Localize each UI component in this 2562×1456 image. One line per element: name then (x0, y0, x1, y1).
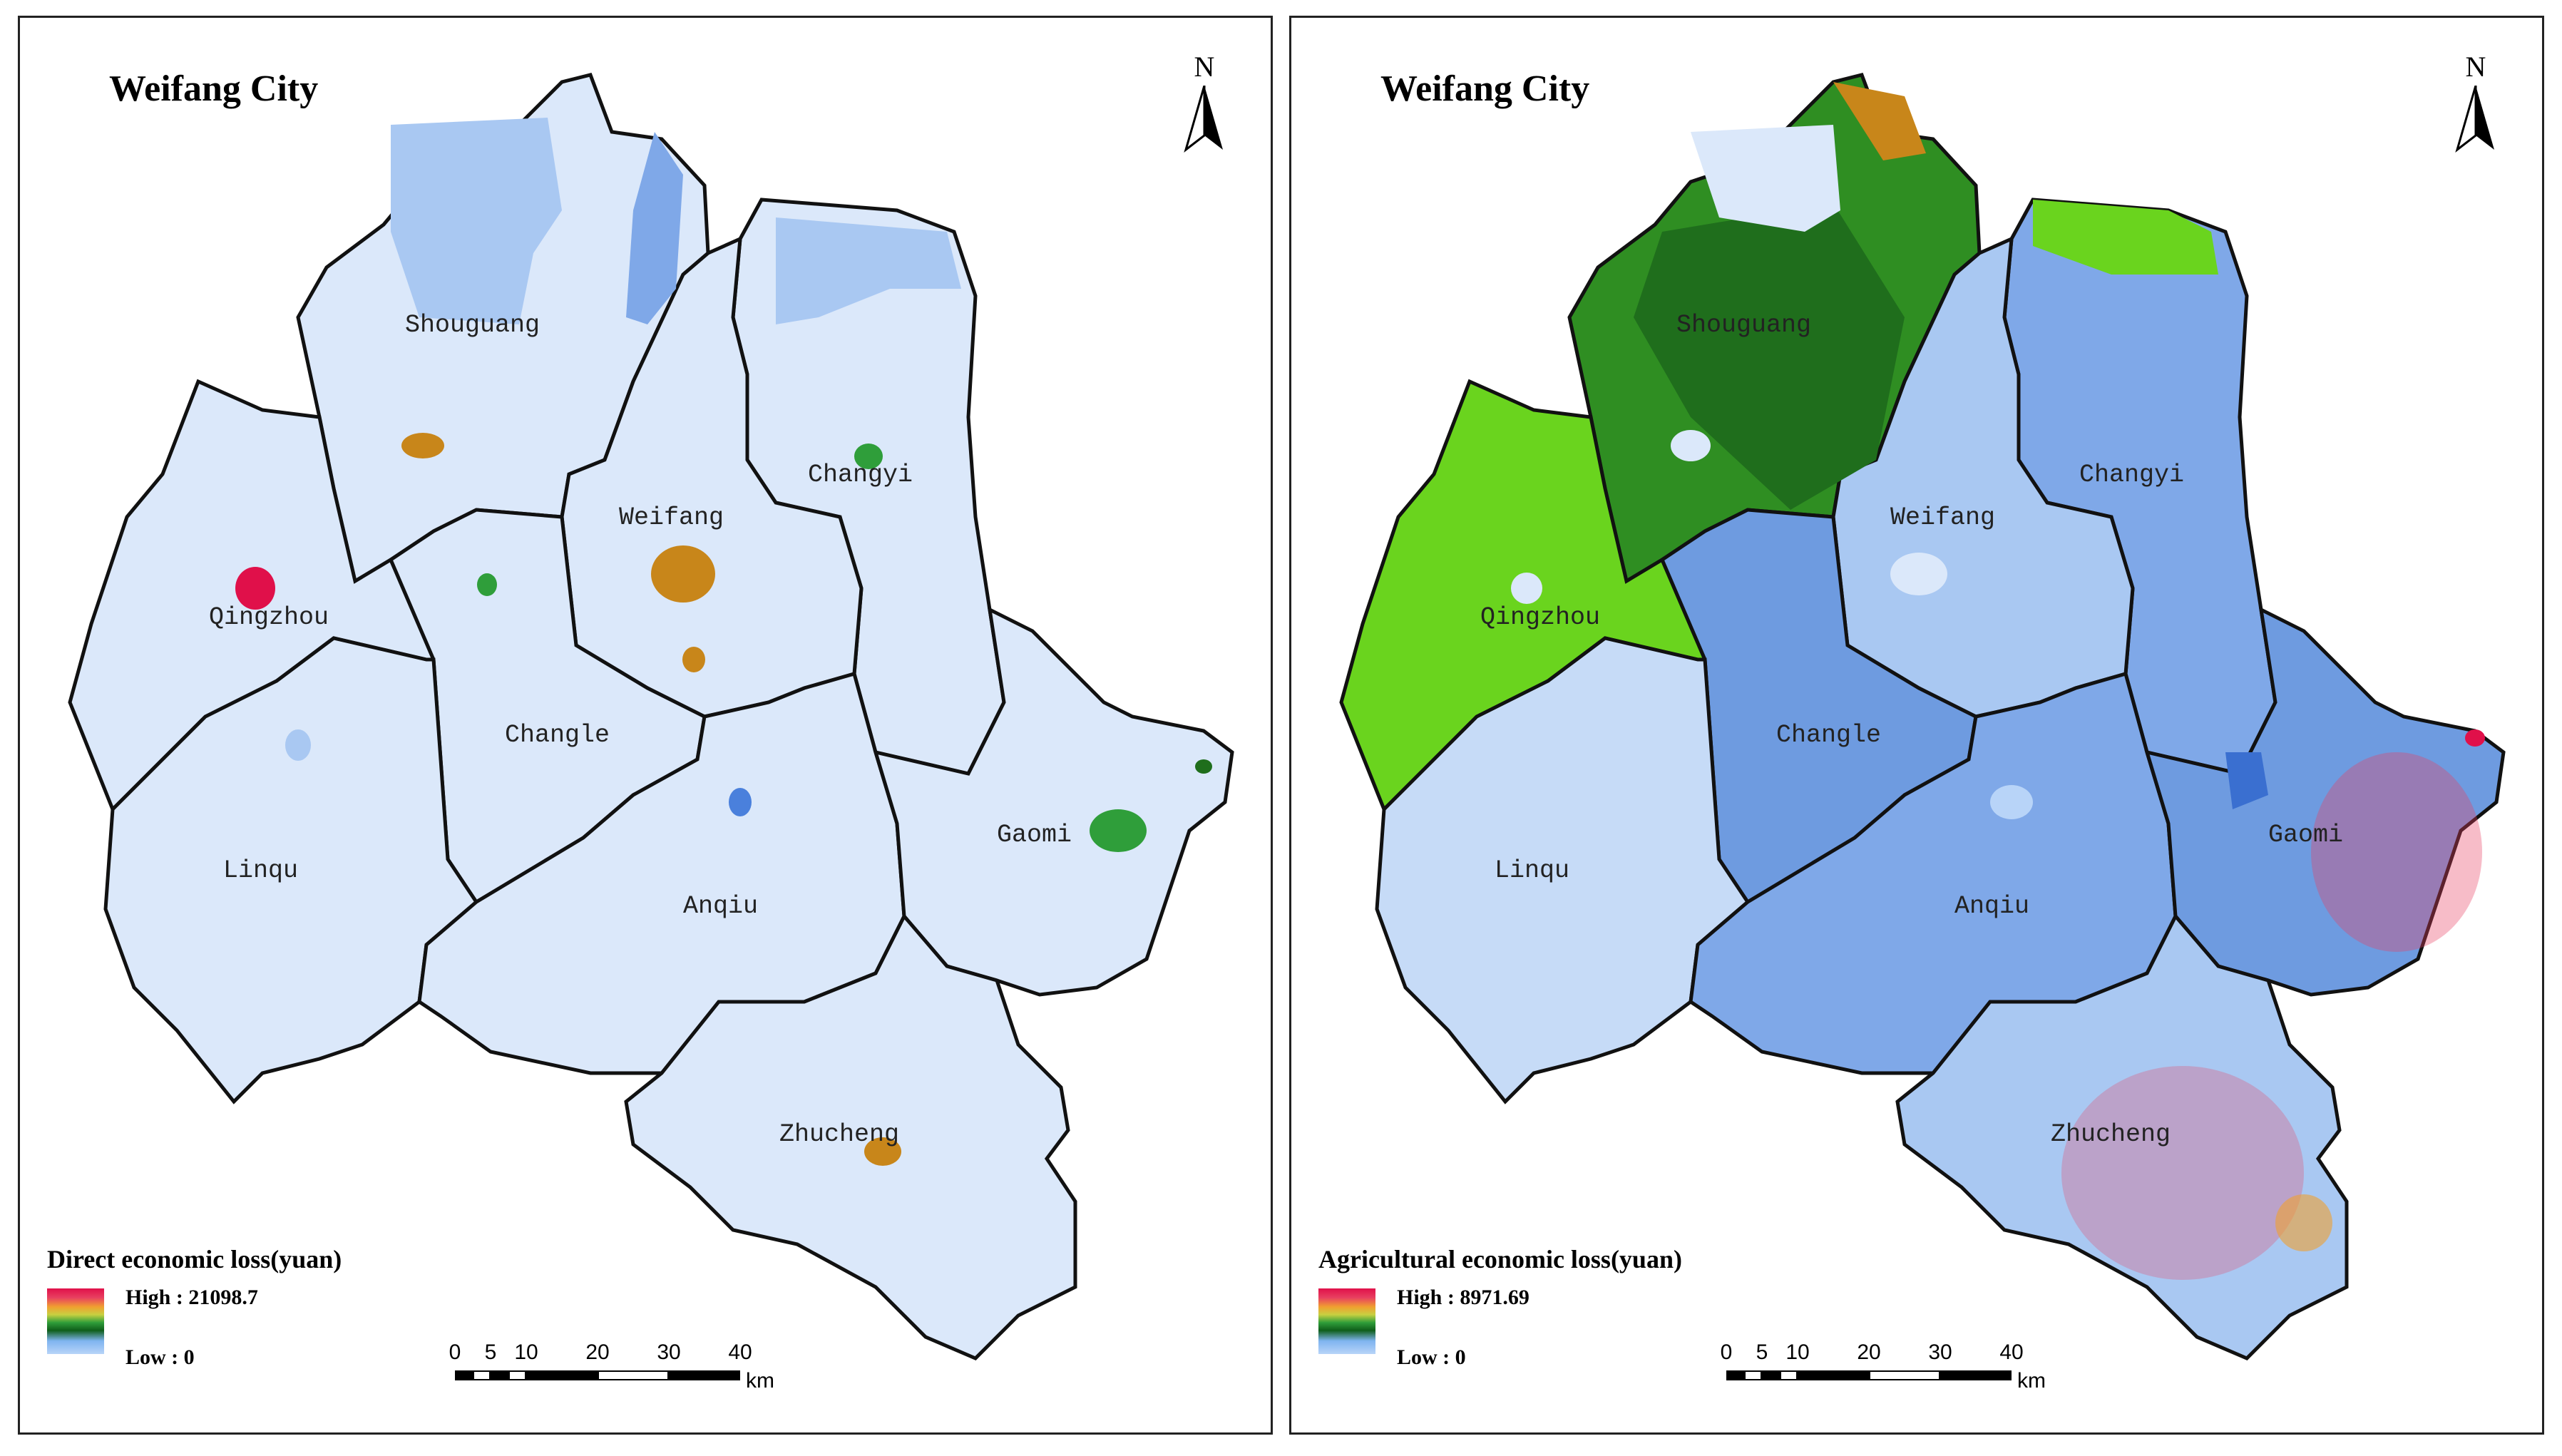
scale-tick: 5 (1756, 1340, 1768, 1364)
county-zhucheng (624, 913, 1077, 1360)
label-weifang: Weifang (619, 503, 724, 532)
label-changle: Changle (1776, 721, 1881, 749)
scale-tick: 40 (728, 1340, 752, 1364)
north-arrow: N (2444, 50, 2508, 157)
label-weifang: Weifang (1890, 503, 1995, 532)
scale-segment (1744, 1370, 1762, 1380)
label-anqiu: Anqiu (683, 892, 758, 921)
legend-high-value: High : 21098.7 (125, 1286, 258, 1309)
scale-segment (1762, 1370, 1780, 1380)
legend-color-ramp (1318, 1288, 1375, 1354)
label-zhucheng: Zhucheng (779, 1120, 899, 1149)
scale-tick: 10 (1785, 1340, 1810, 1364)
label-shouguang: Shouguang (405, 311, 540, 339)
scale-segment (526, 1370, 598, 1380)
scale-segment (598, 1370, 669, 1380)
label-zhucheng: Zhucheng (2051, 1120, 2171, 1149)
label-gaomi: Gaomi (997, 821, 1072, 849)
label-shouguang: Shouguang (1676, 311, 1811, 339)
scale-unit: km (746, 1369, 774, 1393)
legend: Direct economic loss(yuan) High : 21098.… (47, 1244, 342, 1369)
scale-segment (669, 1370, 740, 1380)
county-polygons (1339, 73, 2506, 1360)
scale-tick: 30 (657, 1340, 681, 1364)
label-linqu: Linqu (223, 856, 298, 885)
county-labels: Shouguang Changyi Weifang Qingzhou Chang… (209, 311, 1072, 1149)
scale-segment (1940, 1370, 2012, 1380)
north-arrow-icon (1184, 86, 1223, 153)
scale-segment (473, 1370, 491, 1380)
scale-tick: 10 (514, 1340, 538, 1364)
scale-tick: 0 (449, 1340, 461, 1364)
scale-segment (1780, 1370, 1798, 1380)
legend-title: Agricultural economic loss(yuan) (1318, 1245, 1682, 1273)
map-panel-direct-loss: Shouguang Changyi Weifang Qingzhou Chang… (18, 16, 1273, 1435)
map-title: Weifang City (109, 68, 319, 109)
label-changyi: Changyi (808, 461, 913, 489)
scale-segment (1869, 1370, 1940, 1380)
scale-tick: 0 (1720, 1340, 1733, 1364)
north-label: N (2465, 51, 2486, 83)
label-linqu: Linqu (1495, 856, 1569, 885)
label-qingzhou: Qingzhou (209, 603, 329, 632)
map-canvas: Shouguang Changyi Weifang Qingzhou Chang… (1339, 73, 2506, 1360)
county-labels: Shouguang Changyi Weifang Qingzhou Chang… (1480, 311, 2343, 1149)
map-canvas: Shouguang Changyi Weifang Qingzhou Chang… (68, 73, 1234, 1360)
scale-segment (455, 1370, 473, 1380)
scale-segment (1726, 1370, 1744, 1380)
county-polygons (68, 73, 1234, 1360)
north-arrow-icon (2455, 86, 2494, 153)
scale-segment (1798, 1370, 1869, 1380)
legend-high-value: High : 8971.69 (1397, 1286, 1529, 1309)
scale-segment (491, 1370, 508, 1380)
county-zhucheng (1895, 913, 2349, 1360)
scale-bar: 0 5 10 20 30 40 km (448, 1340, 783, 1405)
north-arrow: N (1172, 50, 1236, 157)
scale-tick: 40 (1999, 1340, 2024, 1364)
scale-tick: 30 (1928, 1340, 1952, 1364)
label-changle: Changle (505, 721, 610, 749)
legend-low-value: Low : 0 (125, 1345, 195, 1369)
map-panel-agricultural-loss: Shouguang Changyi Weifang Qingzhou Chang… (1289, 16, 2544, 1435)
legend-low-value: Low : 0 (1397, 1345, 1466, 1369)
label-changyi: Changyi (2079, 461, 2184, 489)
legend-color-ramp (47, 1288, 104, 1354)
land-use-patches (1511, 82, 2485, 1280)
north-label: N (1194, 51, 1215, 83)
land-use-patches (235, 118, 1212, 1166)
label-qingzhou: Qingzhou (1480, 603, 1600, 632)
legend: Agricultural economic loss(yuan) High : … (1318, 1244, 1682, 1369)
legend-title: Direct economic loss(yuan) (47, 1245, 342, 1273)
scale-tick: 5 (484, 1340, 497, 1364)
label-gaomi: Gaomi (2268, 821, 2343, 849)
scale-tick: 20 (585, 1340, 610, 1364)
map-title: Weifang City (1380, 68, 1590, 109)
scale-tick: 20 (1857, 1340, 1881, 1364)
scale-bar: 0 5 10 20 30 40 km (1719, 1340, 2054, 1405)
scale-unit: km (2017, 1369, 2046, 1393)
label-anqiu: Anqiu (1954, 892, 2029, 921)
scale-segment (508, 1370, 526, 1380)
